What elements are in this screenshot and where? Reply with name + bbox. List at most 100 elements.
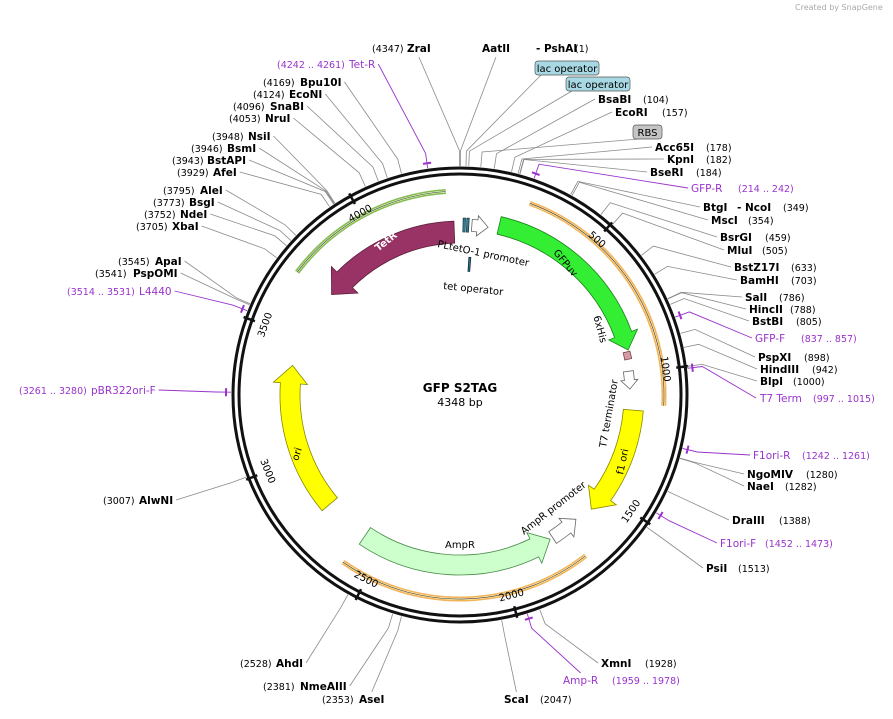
feature-label: lac operator [568,80,629,91]
site-position: (1280) [806,470,838,481]
plasmid-size: 4348 bp [437,396,482,409]
site-leader [511,111,613,172]
orf-arc-line [529,203,665,406]
site-name: ZraI [407,43,431,55]
primer-leader [687,366,757,399]
site-name: BlpI [760,376,783,388]
site-name: DraIII [732,515,765,527]
site-name: HindIII [760,364,799,376]
site-leader [180,272,250,306]
site-position: (3541) [95,269,127,280]
site-leader [539,609,599,664]
site-name: AfeI [213,167,237,179]
site-name: SnaBI [270,101,304,113]
site-leader [493,98,596,169]
site-position: (942) [812,365,838,376]
primer-range: (1242 .. 1261) [802,451,870,462]
site-leader [293,117,366,187]
site-name: BstBI [752,316,783,328]
site-leader [175,476,247,501]
site-name: Bpu10I [300,77,342,89]
site-leader [273,135,336,204]
site-leader [667,491,730,521]
site-leader [225,189,297,236]
site-leader [184,260,251,305]
site-leader [519,159,648,175]
site-position: (1000) [793,377,825,388]
feature-arrow [467,256,472,272]
site-name: XbaI [172,221,199,233]
site-position: (3545) [118,257,150,268]
site-leader [654,265,738,281]
primer-name: F1ori-R [753,450,790,462]
site-position: (182) [706,155,732,166]
site-position: (2381) [263,682,295,693]
site-name: AlwNI [139,495,173,507]
site-position: (1282) [785,482,817,493]
site-position: (157) [662,108,688,119]
ring-tick [245,474,258,481]
primer-leader [158,389,232,393]
ring-inner [237,172,683,618]
primer-leader [377,63,429,169]
site-leader [680,328,756,358]
feature-arrow [496,216,639,351]
primer-mark [524,616,534,621]
site-name: - PshAI [536,43,577,55]
site-position: (788) [790,305,816,316]
site-leader [239,171,330,207]
site-leader [324,93,388,178]
site-name: AleI [200,185,223,197]
site-name: - NcoI [737,202,771,214]
primer-range: (214 .. 242) [738,184,794,195]
primer-name: T7 Term [759,393,802,405]
primer-range: (997 .. 1015) [813,394,875,405]
site-name: EcoNI [289,89,322,101]
feature-arrow [330,220,456,296]
site-position: (633) [791,263,817,274]
site-leader [210,213,287,247]
site-position: (505) [762,246,788,257]
site-leader [679,458,745,487]
primer-mark [657,511,664,520]
site-name: BstAPI [207,155,246,167]
plasmid-name: GFP S2TAG [423,381,497,395]
site-leader [201,225,277,259]
feature-box [534,60,600,76]
primer-name: L4440 [139,286,172,298]
site-position: (2528) [240,659,272,670]
site-name: BamHI [740,275,779,287]
site-name: BsmI [227,143,256,155]
site-leader [517,146,653,174]
primer-leader [656,512,718,544]
site-name: XmnI [601,658,631,670]
primer-range: (4242 .. 4261) [277,60,345,71]
site-name: PsiI [706,563,727,575]
orf-arc-line [342,555,586,600]
leader-line [480,138,640,167]
site-name: MscI [711,215,738,227]
site-leader [248,159,334,205]
orf-arc-line [296,191,446,273]
site-position: (1513) [738,564,770,575]
site-position: (2047) [540,695,572,706]
primer-mark [677,311,683,320]
primer-name: F1ori-F [720,538,756,550]
feature-box [565,76,631,92]
site-position: (703) [791,276,817,287]
site-name: Acc65I [655,142,694,154]
site-name: PspOMI [133,268,178,280]
site-position: (4053) [229,114,261,125]
site-position: (459) [765,233,791,244]
ring-outer [231,166,689,624]
ring-tick [354,588,363,601]
site-name: BsrGI [720,232,752,244]
feature-label: tet operator [443,281,505,298]
feature-box [632,124,663,140]
site-position: (3773) [153,198,185,209]
primer-mark [422,161,432,165]
site-position: (4096) [233,102,265,113]
site-name: AatII [482,43,510,55]
site-name: SalI [745,292,767,304]
